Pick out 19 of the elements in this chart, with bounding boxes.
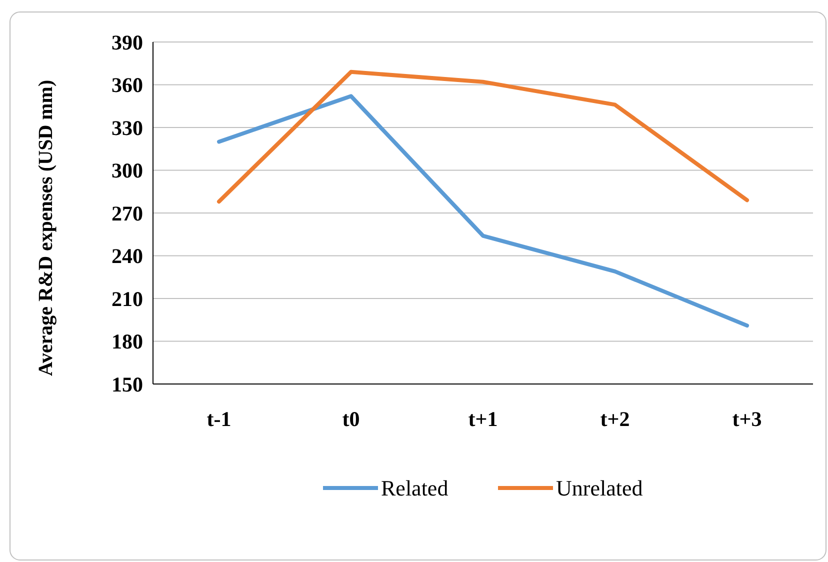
y-tick-label: 360 (112, 73, 143, 98)
x-tick-label: t+2 (600, 407, 630, 431)
y-tick-label: 180 (112, 330, 143, 354)
y-tick-label: 240 (112, 244, 143, 268)
x-tick-label: t+3 (732, 407, 762, 431)
y-tick-label: 270 (112, 201, 143, 226)
x-tick-label: t-1 (206, 407, 232, 431)
y-tick-label: 390 (112, 30, 143, 54)
line-series (217, 94, 749, 328)
y-tick-label: 210 (112, 286, 143, 311)
y-tick-label: 300 (112, 158, 143, 183)
y-tick-label: 330 (112, 116, 143, 140)
x-tick-label: t0 (342, 407, 360, 431)
y-axis-title: Average R&D expenses (USD mm) (35, 80, 57, 376)
legend-label: Unrelated (556, 476, 643, 501)
x-tick-label: t+1 (468, 407, 498, 431)
line-series (217, 70, 749, 204)
y-tick-label: 150 (112, 372, 143, 396)
legend-label: Related (381, 476, 448, 501)
